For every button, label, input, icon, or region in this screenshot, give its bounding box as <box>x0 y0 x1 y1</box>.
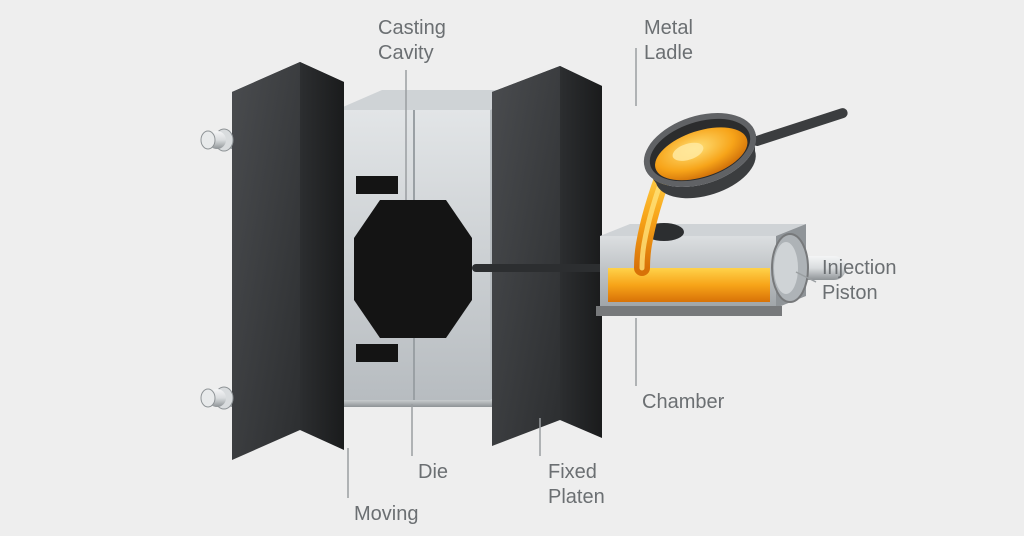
casting-cavity <box>354 200 472 338</box>
label-chamber: Chamber <box>642 390 724 415</box>
label-injection-piston: Injection Piston <box>822 256 897 306</box>
moving-platen <box>232 62 344 460</box>
diagram-stage: Casting Cavity Metal Ladle Injection Pis… <box>0 0 1024 536</box>
label-moving: Moving <box>354 502 418 527</box>
sprue <box>472 264 620 272</box>
label-die: Die <box>418 460 448 485</box>
molten-metal-in-chamber <box>608 268 770 302</box>
label-fixed-platen: Fixed Platen <box>548 460 605 510</box>
label-metal-ladle: Metal Ladle <box>644 16 693 66</box>
label-casting-cavity: Casting Cavity <box>378 16 446 66</box>
fixed-platen <box>492 66 602 446</box>
